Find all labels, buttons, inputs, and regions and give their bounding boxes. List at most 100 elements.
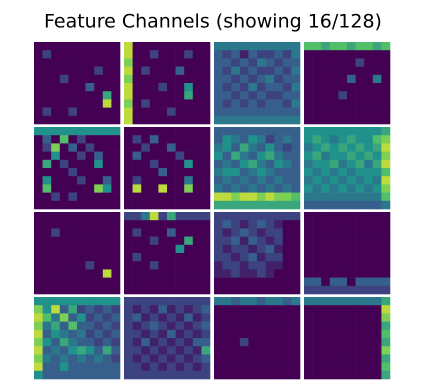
heatmap-cell (282, 338, 292, 347)
heatmap-cell (34, 151, 43, 161)
heatmap-cell (248, 269, 258, 278)
heatmap-cell (214, 200, 223, 210)
heatmap-cell (347, 176, 356, 185)
heatmap-cell (102, 212, 112, 221)
heatmap-cell (222, 253, 232, 262)
heatmap-cell (132, 91, 142, 100)
heatmap-cell (257, 228, 266, 237)
heatmap-cell (132, 66, 142, 76)
heatmap-cell (257, 42, 266, 51)
heatmap-cell (231, 99, 241, 108)
heatmap-cell (372, 253, 382, 262)
heatmap-cell (282, 370, 292, 380)
heatmap-cell (222, 184, 232, 193)
heatmap-cell (338, 151, 348, 161)
heatmap-cell (257, 176, 266, 185)
heatmap-cell (175, 66, 185, 76)
heatmap-cell (167, 83, 176, 92)
heatmap-cell (304, 184, 313, 193)
heatmap-cell (338, 362, 348, 372)
heatmap-cell (167, 346, 176, 355)
heatmap-cell (364, 107, 374, 117)
heatmap-cell (132, 184, 142, 193)
heatmap-cell (381, 159, 391, 169)
heatmap-cell (149, 66, 159, 76)
heatmap-cell (111, 321, 121, 331)
heatmap-cell (274, 269, 284, 278)
heatmap-cell (175, 220, 185, 229)
heatmap-cell (355, 176, 365, 185)
heatmap-cell (77, 143, 86, 152)
heatmap-cell (192, 143, 202, 152)
heatmap-cell (158, 176, 168, 185)
heatmap-cell (282, 346, 292, 355)
heatmap-cell (42, 212, 52, 221)
heatmap-cell (257, 50, 266, 59)
heatmap-cell (124, 184, 133, 193)
heatmap-cell (192, 329, 202, 339)
heatmap-cell (214, 228, 223, 237)
heatmap-cell (265, 261, 275, 270)
heatmap-cell (248, 168, 258, 177)
heatmap-cell (102, 370, 112, 380)
heatmap-cell (94, 329, 104, 339)
heatmap-cell (149, 83, 159, 92)
heatmap-cell (141, 244, 151, 254)
heatmap-cell (141, 115, 151, 125)
heatmap-cell (175, 253, 185, 262)
heatmap-cell (239, 370, 249, 380)
heatmap-cell (59, 236, 69, 246)
heatmap-cell (184, 107, 194, 117)
heatmap-cell (34, 200, 43, 210)
heatmap-cell (257, 277, 266, 287)
heatmap-cell (201, 228, 211, 237)
heatmap-cell (184, 74, 194, 84)
heatmap-cell (77, 83, 86, 92)
heatmap-cell (291, 159, 301, 169)
heatmap-cell (248, 58, 258, 67)
heatmap-cell (321, 269, 331, 278)
heatmap-cell (175, 277, 185, 287)
heatmap-cell (192, 321, 202, 331)
heatmap-cell (364, 127, 374, 136)
heatmap-cell (304, 362, 313, 372)
heatmap-cell (312, 99, 322, 108)
heatmap-cell (132, 313, 142, 322)
heatmap-cell (68, 176, 78, 185)
heatmap-cell (141, 151, 151, 161)
heatmap-cell (94, 50, 104, 59)
heatmap-cell (167, 127, 176, 136)
heatmap-cell (248, 244, 258, 254)
heatmap-cell (68, 42, 78, 51)
heatmap-cell (329, 58, 339, 67)
heatmap-cell (59, 269, 69, 278)
heatmap-cell (175, 370, 185, 380)
heatmap-cell (34, 143, 43, 152)
heatmap-cell (381, 42, 391, 51)
heatmap-cell (355, 253, 365, 262)
heatmap-cell (141, 228, 151, 237)
heatmap-cell (321, 338, 331, 347)
heatmap-cell (291, 253, 301, 262)
heatmap-cell (124, 143, 133, 152)
heatmap-cell (347, 253, 356, 262)
heatmap-cell (158, 338, 168, 347)
heatmap-cell (312, 220, 322, 229)
heatmap-cell (51, 321, 61, 331)
heatmap-cell (85, 297, 95, 306)
heatmap-cell (291, 58, 301, 67)
heatmap-cell (321, 127, 331, 136)
heatmap-cell (248, 338, 258, 347)
heatmap-cell (34, 261, 43, 270)
heatmap-cell (34, 313, 43, 322)
heatmap-cell (381, 346, 391, 355)
heatmap-cell (265, 212, 275, 221)
heatmap-cell (239, 346, 249, 355)
heatmap-cell (184, 362, 194, 372)
heatmap-cell (124, 127, 133, 136)
heatmap-cell (85, 313, 95, 322)
heatmap-cell (214, 277, 223, 287)
heatmap-cell (51, 50, 61, 59)
heatmap-cell (372, 91, 382, 100)
heatmap-cell (372, 66, 382, 76)
